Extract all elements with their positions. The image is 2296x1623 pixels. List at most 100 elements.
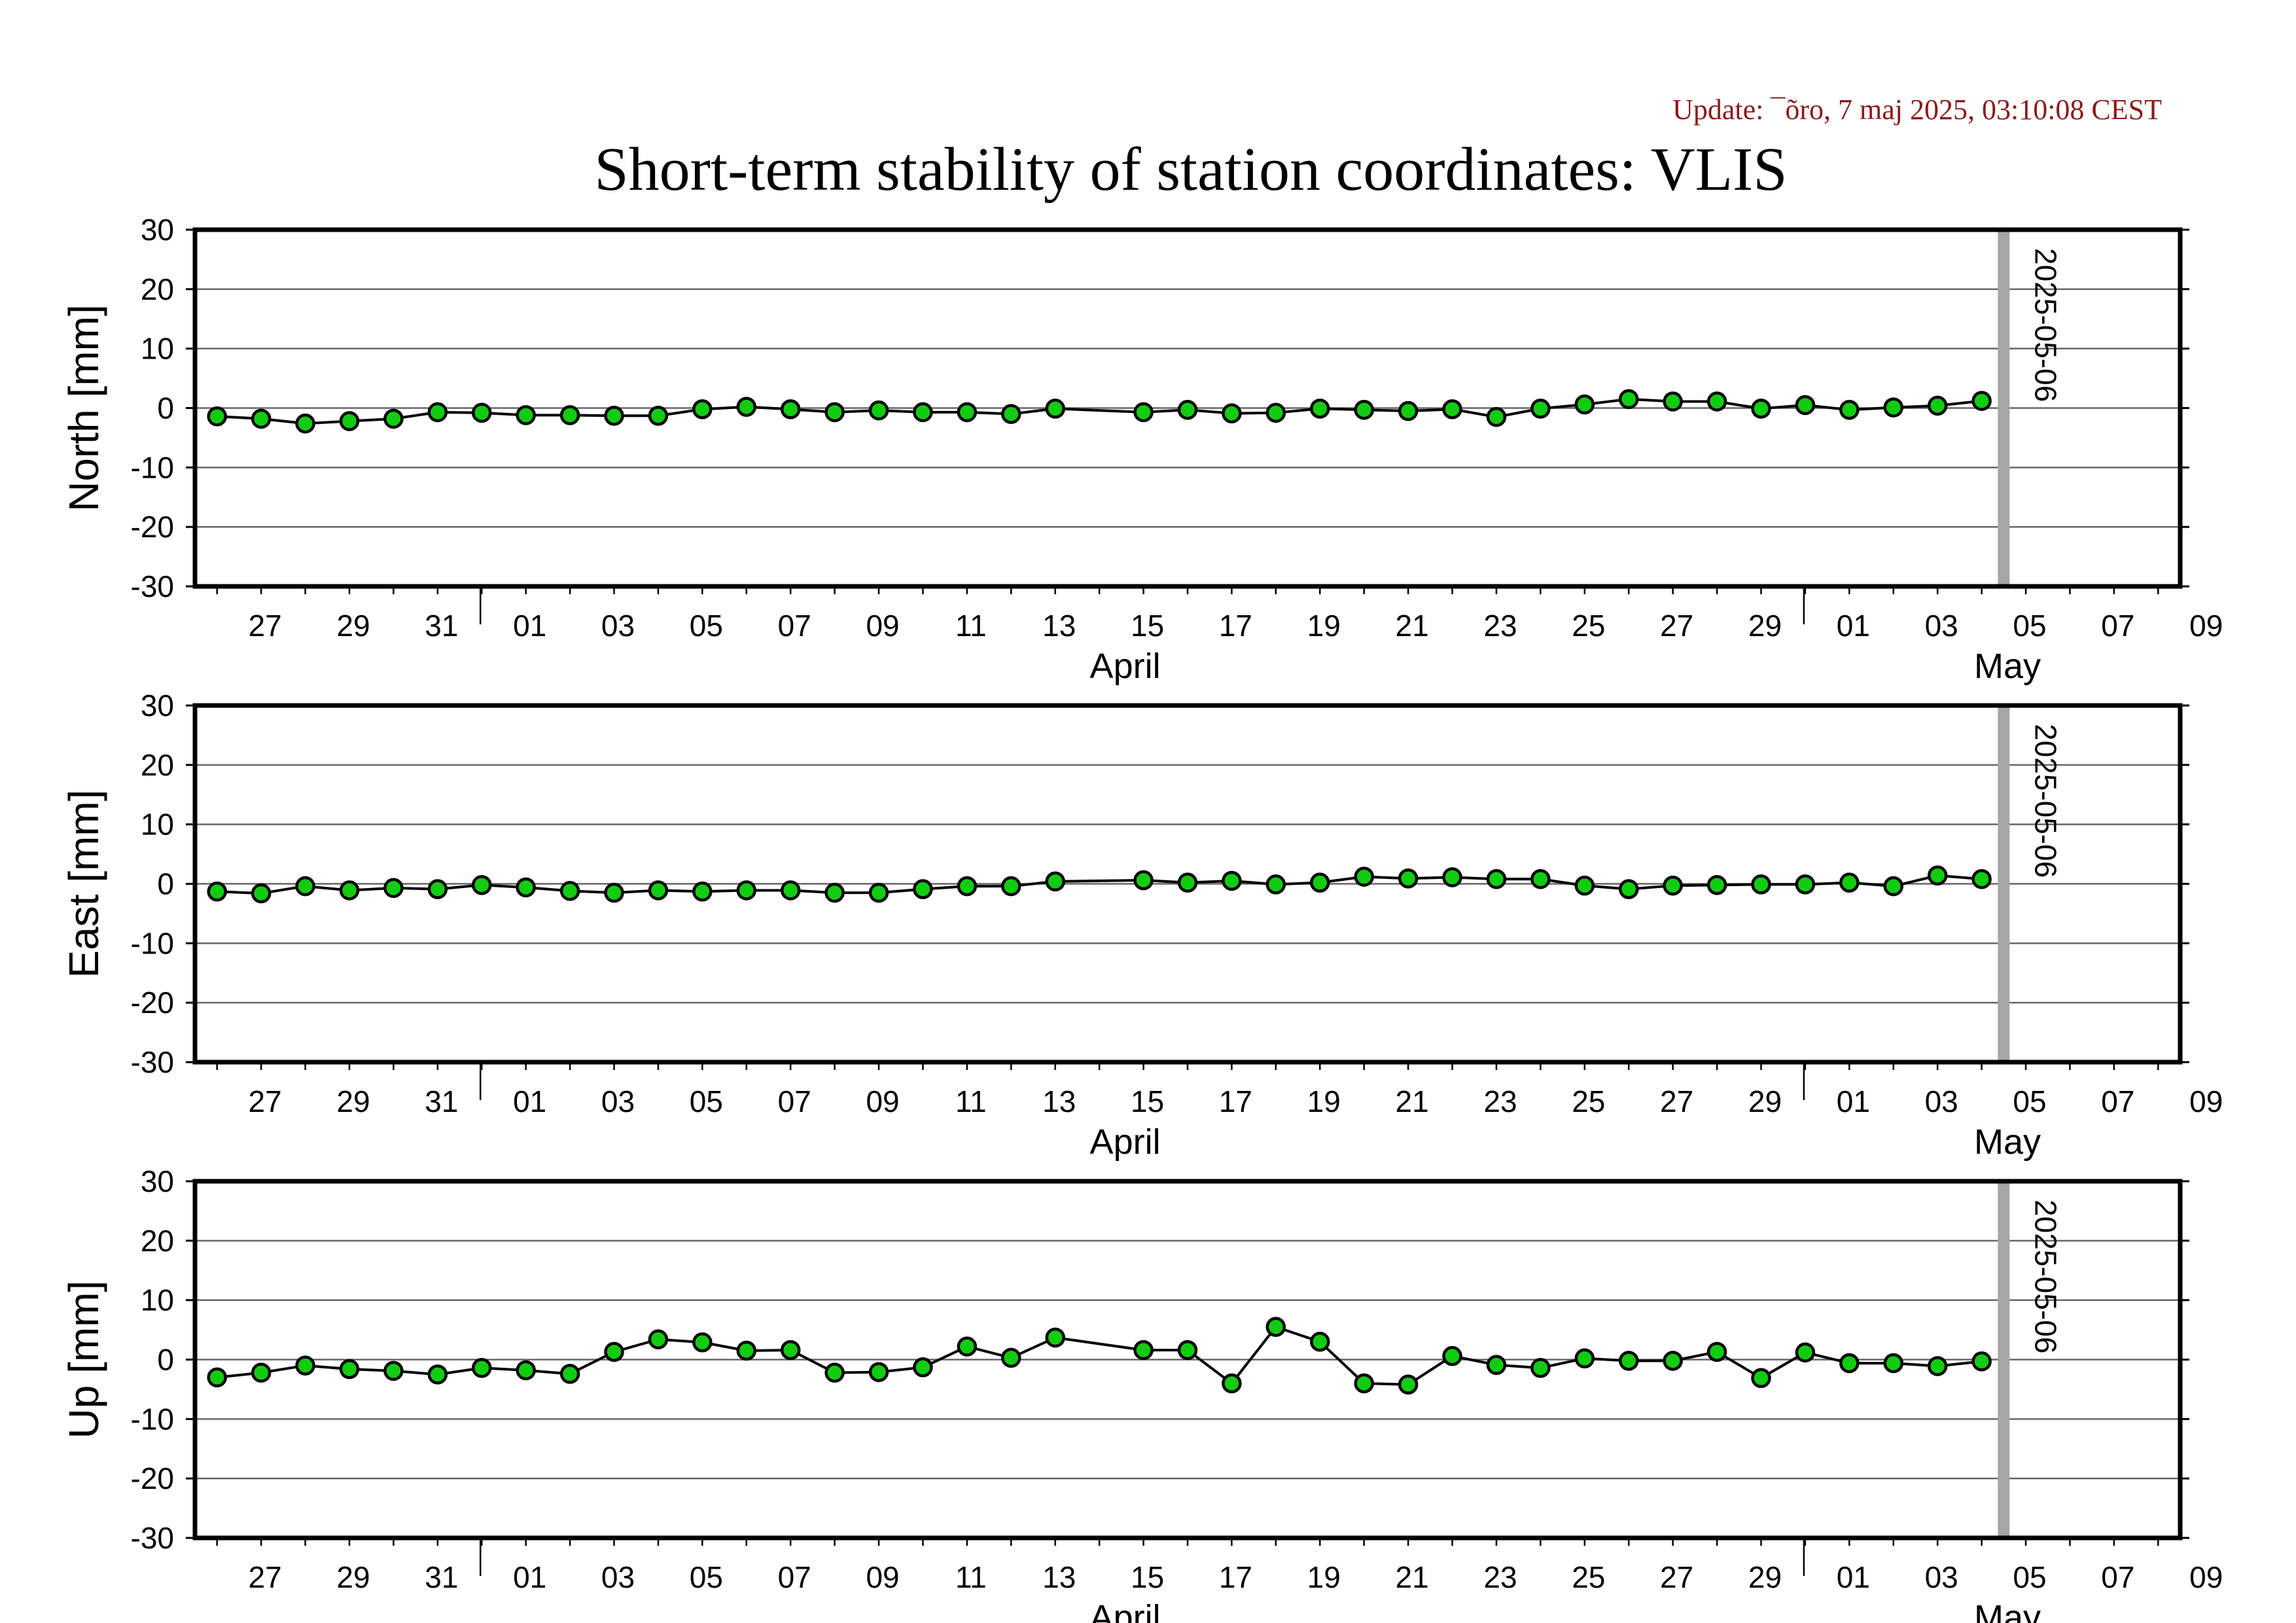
data-point — [1927, 1356, 1948, 1376]
data-point — [427, 402, 448, 423]
data-point — [780, 880, 801, 901]
x-tick-label: 03 — [601, 609, 635, 643]
y-tick-label: 20 — [141, 1224, 174, 1258]
y-tick-label: -30 — [131, 569, 174, 603]
data-point — [1618, 879, 1639, 899]
data-point — [1795, 395, 1816, 416]
x-tick-label: 15 — [1131, 609, 1164, 643]
data-point — [1222, 1373, 1242, 1394]
data-point — [1398, 401, 1419, 421]
x-tick-label: 03 — [601, 1084, 635, 1118]
month-label: April — [1090, 647, 1161, 686]
data-point — [1177, 872, 1198, 893]
y-axis-label: Up [mm] — [60, 1281, 107, 1439]
x-tick-label: 29 — [336, 609, 370, 643]
x-tick-label: 23 — [1483, 1560, 1517, 1594]
x-tick-label: 05 — [690, 1084, 723, 1118]
month-label: April — [1090, 1122, 1161, 1162]
x-tick-label: 07 — [778, 1560, 811, 1594]
x-tick-label: 07 — [2101, 1560, 2134, 1594]
x-tick-label: 13 — [1042, 1084, 1076, 1118]
y-tick-label: 30 — [141, 688, 174, 722]
date-marker-label: 2025-05-06 — [2028, 1200, 2062, 1353]
data-point — [1927, 395, 1948, 416]
x-tick-label: 21 — [1396, 1560, 1429, 1594]
data-point — [251, 1363, 272, 1383]
x-tick-label: 03 — [601, 1560, 635, 1594]
data-point — [207, 1367, 227, 1387]
data-point — [648, 880, 669, 901]
data-point — [604, 882, 624, 903]
x-tick-label: 29 — [1748, 609, 1782, 643]
x-tick-label: 19 — [1307, 609, 1341, 643]
panel-1: 30 20 10 0 -10 -20 -30 North [mm] 2025-05-06 27 29… — [60, 213, 2223, 686]
data-point — [1795, 874, 1816, 895]
y-tick-label: -10 — [131, 1402, 174, 1436]
x-tick-label: 29 — [336, 1560, 370, 1594]
y-tick-label: 10 — [141, 1283, 174, 1317]
y-tick-label: 20 — [141, 748, 174, 782]
date-marker-bar — [1998, 1181, 2010, 1538]
data-point — [1177, 399, 1198, 420]
data-point — [1265, 874, 1286, 895]
data-point — [471, 1357, 492, 1378]
x-tick-label: 19 — [1307, 1084, 1341, 1118]
data-point — [824, 402, 845, 423]
data-point — [736, 880, 757, 901]
data-point — [648, 406, 669, 426]
date-marker-label: 2025-05-06 — [2028, 724, 2062, 878]
y-tick-label: 30 — [141, 1164, 174, 1198]
data-point — [1706, 1342, 1727, 1362]
data-point — [1442, 399, 1462, 419]
x-tick-label: 07 — [2101, 609, 2134, 643]
data-point — [295, 876, 315, 897]
x-tick-label: 29 — [336, 1084, 370, 1118]
x-tick-label: 29 — [1748, 1560, 1782, 1594]
data-point — [1574, 394, 1595, 415]
month-label: May — [1974, 1122, 2041, 1162]
x-tick-label: 05 — [2013, 609, 2046, 643]
data-point — [648, 1329, 669, 1349]
data-point — [559, 881, 580, 901]
x-tick-label: 03 — [1925, 609, 1958, 643]
x-tick-label: 21 — [1396, 1084, 1429, 1118]
x-tick-label: 31 — [425, 1084, 458, 1118]
data-point — [251, 408, 272, 429]
data-point — [1751, 874, 1771, 895]
plot-frame — [192, 703, 2183, 1065]
x-tick-label: 01 — [1837, 609, 1870, 643]
y-tick-label: 10 — [141, 808, 174, 842]
data-point — [1001, 1347, 1021, 1368]
x-tick-label: 27 — [249, 1560, 282, 1594]
data-point — [1310, 872, 1330, 893]
data-point — [516, 405, 536, 425]
y-tick-label: 0 — [157, 1343, 174, 1377]
x-tick-label: 07 — [2101, 1084, 2134, 1118]
data-point — [339, 411, 360, 431]
data-point — [1265, 1317, 1286, 1337]
x-tick-label: 29 — [1748, 1084, 1782, 1118]
data-point — [692, 399, 713, 419]
y-tick-label: -30 — [131, 1521, 174, 1555]
data-point — [957, 1336, 978, 1357]
x-tick-label: 05 — [2013, 1084, 2046, 1118]
x-tick-label: 11 — [955, 1560, 987, 1594]
data-point — [1751, 399, 1771, 419]
data-point — [868, 882, 889, 903]
data-point — [251, 883, 272, 904]
data-point — [1618, 389, 1639, 410]
data-point — [383, 878, 404, 899]
x-tick-label: 15 — [1131, 1084, 1164, 1118]
data-point — [559, 1364, 580, 1384]
data-point — [427, 1364, 448, 1385]
x-tick-label: 15 — [1131, 1560, 1164, 1594]
data-point — [1398, 1374, 1419, 1395]
x-tick-label: 01 — [513, 609, 546, 643]
data-point — [1971, 391, 1992, 411]
data-point — [427, 879, 448, 899]
month-label: May — [1974, 1598, 2041, 1623]
data-point — [1354, 1373, 1374, 1394]
data-point — [1133, 402, 1154, 423]
x-tick-label: 11 — [955, 1084, 987, 1118]
data-point — [516, 877, 536, 898]
